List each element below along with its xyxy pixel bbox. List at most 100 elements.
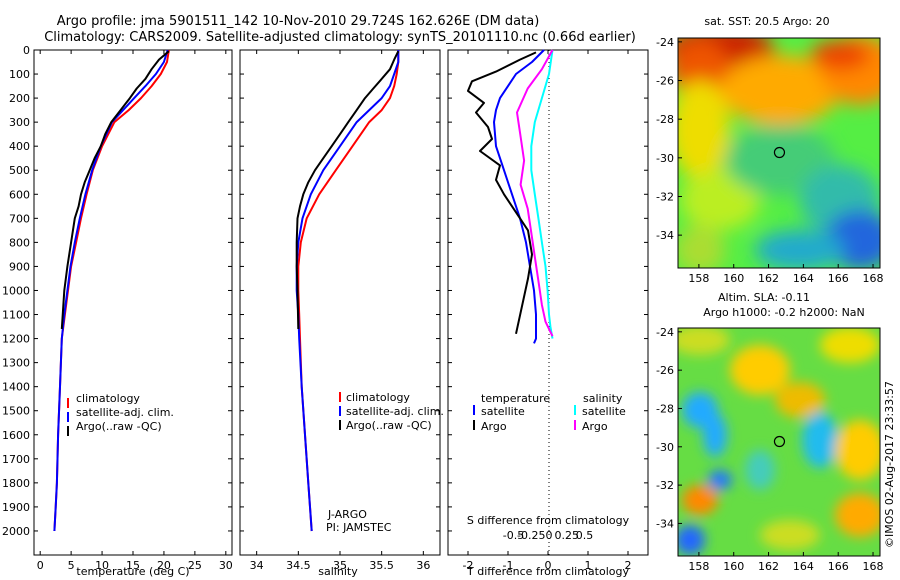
sla-map-subtitle: Argo h1000: -0.2 h2000: NaN	[703, 306, 865, 319]
figure-title-line1: Argo profile: jma 5901511_142 10-Nov-201…	[57, 14, 540, 29]
s-diff-tick-label: 0.25	[555, 529, 580, 542]
map-x-tick-label: 158	[688, 560, 709, 573]
depth-tick-label: 900	[9, 260, 30, 273]
legend-temperature-title: temperature	[481, 392, 550, 405]
map-y-tick-label: -28	[656, 402, 674, 415]
map-x-tick-label: 162	[758, 272, 779, 285]
depth-tick-label: 1000	[2, 284, 30, 297]
map-x-tick-label: 168	[863, 560, 884, 573]
legend-salinity-title: salinity	[583, 392, 623, 405]
map-y-tick-label: -30	[656, 152, 674, 165]
sst-map-frame	[677, 37, 881, 269]
depth-tick-label: 200	[9, 92, 30, 105]
legend-s-satellite-label: satellite	[582, 405, 626, 418]
difference-lines	[467, 49, 554, 344]
map-y-tick-label: -26	[656, 364, 674, 377]
s-diff-tick-label: -0.25	[517, 529, 545, 542]
legend-t-argo-label: Argo	[481, 420, 507, 433]
map-y-tick-label: -32	[656, 190, 674, 203]
x-tick-label: 5	[68, 559, 75, 572]
x-tick-label: 0	[545, 559, 552, 572]
difference-depth-ticks	[448, 49, 648, 532]
salinity-x-label: salinity	[318, 565, 358, 578]
series-line-argo-raw-qc-	[295, 50, 400, 330]
t-difference-label: T difference from climatology	[466, 565, 629, 578]
sla-map-panel: Altim. SLA: -0.11 Argo h1000: -0.2 h2000…	[656, 291, 884, 573]
series-line-satellite-adj-clim-	[295, 50, 400, 532]
map-x-tick-label: 166	[828, 272, 849, 285]
legend-climatology-label: climatology	[346, 391, 410, 404]
depth-tick-label: 700	[9, 212, 30, 225]
x-tick-label: 35.5	[369, 559, 394, 572]
depth-tick-label: 1700	[2, 453, 30, 466]
map-y-tick-label: -24	[656, 36, 674, 49]
difference-line-salinity-argo	[516, 49, 554, 337]
legend-t-satellite-label: satellite	[481, 405, 525, 418]
s-diff-tick-label: 0.5	[576, 529, 594, 542]
x-tick-label: 20	[157, 559, 171, 572]
x-tick-label: 35	[333, 559, 347, 572]
salinity-legend: climatology satellite-adj. clim. Argo(..…	[339, 391, 444, 432]
figure-title-line2: Climatology: CARS2009. Satellite-adjuste…	[44, 30, 636, 45]
map-y-tick-label: -30	[656, 441, 674, 454]
legend-argo-label: Argo(..raw -QC)	[76, 420, 162, 433]
s-difference-label: S difference from climatology	[467, 514, 630, 527]
depth-tick-label: 500	[9, 164, 30, 177]
depth-tick-label: 600	[9, 188, 30, 201]
depth-tick-label: 0	[23, 44, 30, 57]
depth-tick-label: 1900	[2, 501, 30, 514]
program-label: J-ARGO	[327, 508, 367, 521]
depth-tick-label: 1100	[2, 309, 30, 322]
depth-tick-label: 1300	[2, 357, 30, 370]
sst-heatmap	[678, 38, 880, 268]
depth-axis: 0 100 200 300 400 500 600 700 800 900 1000 1100 1200…	[2, 44, 232, 538]
depth-tick-label: 1800	[2, 477, 30, 490]
x-tick-label: 34	[250, 559, 264, 572]
x-tick-label: 15	[126, 559, 140, 572]
sst-map-panel: sat. SST: 20.5 Argo: 20 158 160 162 164 166 1…	[656, 15, 884, 285]
depth-tick-label: 1500	[2, 405, 30, 418]
x-tick-label: 34.5	[286, 559, 311, 572]
map-x-tick-label: 162	[758, 560, 779, 573]
legend-satellite-label: satellite-adj. clim.	[76, 406, 174, 419]
depth-tick-label: 2000	[2, 525, 30, 538]
map-y-tick-label: -26	[656, 75, 674, 88]
x-tick-label: 10	[95, 559, 109, 572]
temperature-x-label: temperature (deg C)	[76, 565, 189, 578]
map-x-tick-label: 168	[863, 272, 884, 285]
map-y-tick-label: -32	[656, 479, 674, 492]
depth-tick-label: 1400	[2, 381, 30, 394]
temperature-x-axis: 0 5 10 15 20 25 30	[37, 50, 233, 572]
x-tick-label: 1	[585, 559, 592, 572]
temperature-lines	[53, 49, 170, 532]
map-x-tick-label: 158	[688, 272, 709, 285]
profile-location-marker	[773, 435, 786, 448]
difference-panel: -2 -1 0 1 2 -0.5-0.25 0 0.250.5 temperature sa…	[447, 49, 649, 578]
sla-map-title: Altim. SLA: -0.11	[718, 291, 810, 304]
depth-tick-label: 1200	[2, 333, 30, 346]
salinity-plot-frame	[239, 49, 441, 556]
difference-x-axis: -2 -1 0 1 2	[463, 50, 632, 572]
difference-line-temperature-argo	[467, 51, 537, 335]
salinity-panel: 34 34.5 35 35.5 36 climatology satellite-adj…	[239, 49, 444, 578]
legend-argo-label: Argo(..raw -QC)	[346, 419, 432, 432]
depth-tick-label: 300	[9, 116, 30, 129]
legend-climatology-label: climatology	[76, 392, 140, 405]
map-y-tick-label: -28	[656, 113, 674, 126]
s-diff-tick-label: -0.5	[503, 529, 524, 542]
x-tick-label: -2	[463, 559, 474, 572]
imos-watermark: ©IMOS 02-Aug-2017 23:33:57	[883, 381, 896, 548]
profile-location-marker	[773, 146, 786, 159]
depth-tick-label: 1600	[2, 429, 30, 442]
pi-label: PI: JAMSTEC	[326, 521, 392, 534]
salinity-depth-ticks	[240, 49, 440, 532]
x-tick-label: 0	[37, 559, 44, 572]
x-tick-label: 30	[219, 559, 233, 572]
map-y-tick-label: -34	[656, 229, 674, 242]
salinity-lines	[295, 50, 400, 532]
sst-map-axes: 158 160 162 164 166 168 -24 -26 -28 -30 -32 -34	[656, 36, 884, 285]
depth-tick-label: 800	[9, 236, 30, 249]
difference-line-salinity-satellite	[530, 49, 554, 339]
map-x-tick-label: 164	[793, 560, 814, 573]
